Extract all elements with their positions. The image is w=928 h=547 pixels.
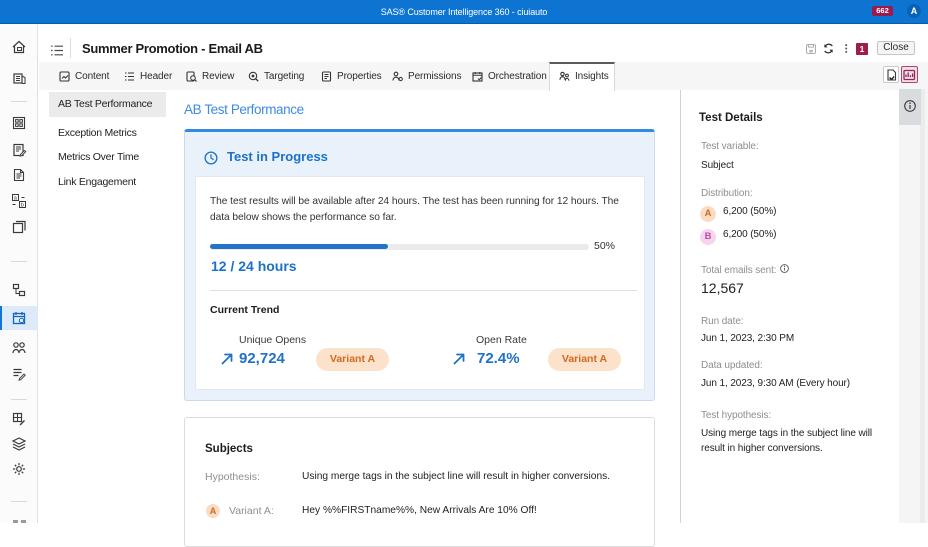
svg-text:a: a <box>14 196 18 202</box>
svg-text:b: b <box>21 203 24 209</box>
